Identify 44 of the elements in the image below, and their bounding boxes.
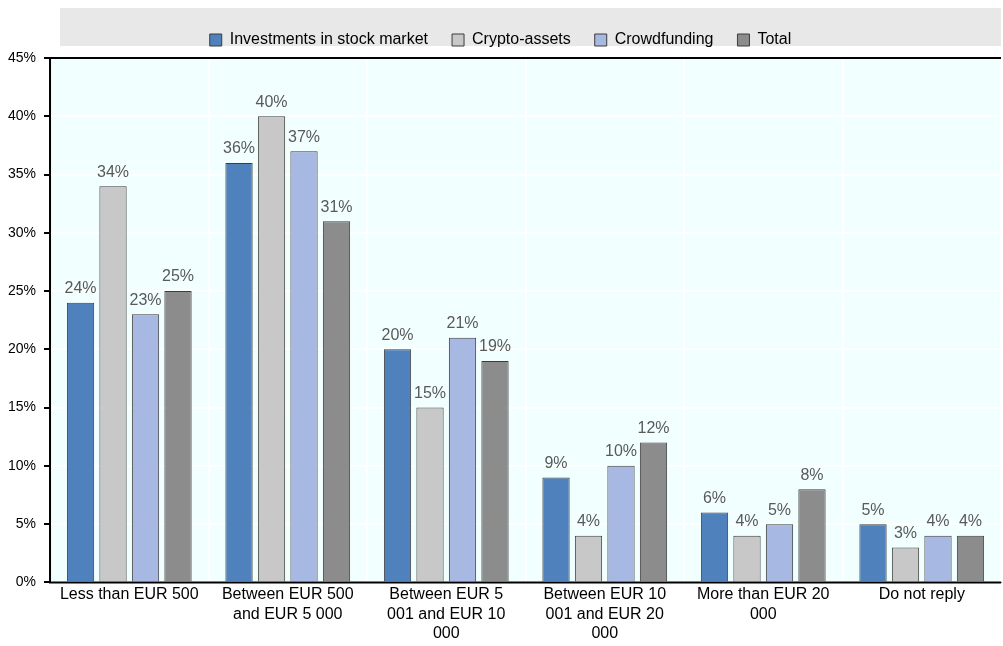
- data-label: 12%: [637, 418, 670, 436]
- legend-label: Crypto-assets: [472, 30, 571, 48]
- data-label: 21%: [446, 314, 479, 332]
- data-label: 4%: [576, 512, 601, 530]
- data-label: 19%: [478, 337, 512, 355]
- data-label: 9%: [544, 453, 568, 471]
- x-tick-label: More than EUR 20 000: [697, 585, 830, 622]
- data-label: 6%: [702, 488, 727, 506]
- legend-label: Total: [757, 30, 792, 48]
- data-label: 15%: [414, 384, 447, 402]
- data-label: 25%: [161, 267, 195, 285]
- data-label: 40%: [255, 92, 288, 110]
- x-tick-label: Between EUR 500 and EUR 5 000: [221, 585, 354, 622]
- data-label: 37%: [288, 127, 321, 145]
- y-tick-label: 30%: [7, 223, 37, 240]
- legend-label: Investments in stock market: [229, 30, 429, 48]
- x-tick-label: Between EUR 5 001 and EUR 10 000: [387, 585, 506, 641]
- data-label: 24%: [64, 279, 97, 297]
- data-label: 23%: [129, 290, 162, 308]
- data-label: 8%: [800, 465, 824, 483]
- y-tick-label: 5%: [15, 514, 37, 531]
- data-label: 4%: [926, 512, 950, 530]
- y-tick-label: 15%: [7, 398, 37, 415]
- data-label: 34%: [97, 162, 130, 180]
- y-tick-label: 35%: [7, 165, 37, 182]
- data-label: 31%: [320, 197, 353, 215]
- data-label: 5%: [861, 500, 885, 518]
- y-tick-label: 45%: [7, 48, 37, 65]
- y-tick-label: 25%: [7, 281, 37, 298]
- data-label: 20%: [381, 325, 414, 343]
- y-tick-label: 10%: [7, 456, 37, 473]
- data-label: 10%: [604, 442, 638, 460]
- data-label: 3%: [893, 523, 918, 541]
- data-label: 4%: [958, 512, 983, 530]
- x-tick-label: Between EUR 10 001 and EUR 20 000: [543, 585, 667, 641]
- y-tick-label: 20%: [7, 340, 37, 357]
- data-label: 5%: [767, 500, 792, 518]
- legend-label: Crowdfunding: [614, 30, 714, 48]
- y-tick-label: 0%: [15, 573, 37, 590]
- y-tick-label: 40%: [7, 107, 37, 124]
- x-tick-label: Do not reply: [878, 585, 965, 603]
- x-tick-label: Less than EUR 500: [59, 585, 199, 603]
- data-label: 4%: [735, 512, 759, 530]
- data-label: 36%: [223, 139, 256, 157]
